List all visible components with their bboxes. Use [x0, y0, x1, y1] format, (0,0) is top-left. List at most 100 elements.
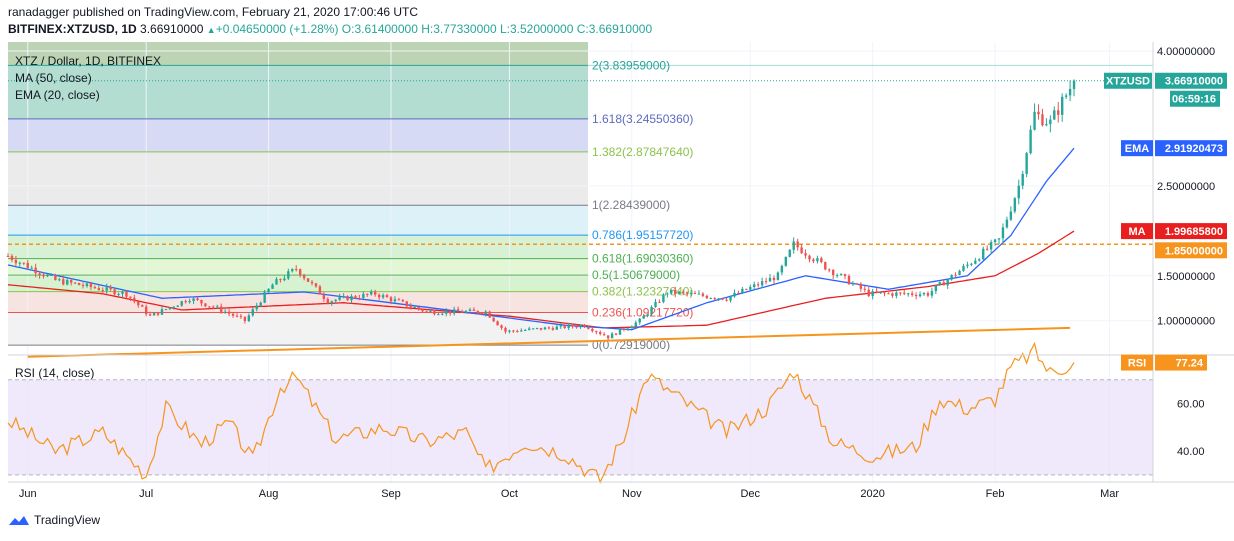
candle-body [121, 291, 124, 294]
ema-label-box [1155, 140, 1227, 157]
price-change: +0.04650000 (+1.28%) [207, 22, 339, 36]
tradingview-logo-text: TradingView [34, 513, 101, 527]
fib-level-label: 1.382(2.87847640) [592, 145, 693, 159]
candle-body [705, 295, 709, 299]
candle-body [887, 293, 890, 295]
candle-body [539, 327, 543, 330]
x-tick-label: Oct [501, 488, 518, 500]
candles [6, 79, 1076, 340]
candle-body [18, 262, 22, 264]
candle-body [14, 259, 18, 264]
candle-body [835, 275, 839, 277]
candle-body [397, 299, 401, 301]
candle-body [997, 238, 1001, 240]
candle-body [749, 287, 752, 290]
candle-body [824, 262, 827, 270]
candle-body [674, 289, 677, 294]
candle-body [985, 248, 989, 250]
candle-body [958, 270, 961, 276]
candle-body [610, 333, 614, 339]
fib-zone-fill [8, 312, 588, 346]
candle-body [843, 274, 847, 276]
candle-body [160, 309, 164, 315]
candle-body [480, 313, 483, 314]
candle-body [800, 247, 803, 254]
candle-body [970, 263, 973, 265]
candle-body [768, 277, 772, 282]
candle-body [358, 298, 361, 300]
ma-label-box [1155, 223, 1227, 240]
candle-body [753, 284, 756, 288]
axes: Jun Jul Aug Sep Oct Nov Dec 2020 Feb Mar 4.0000000… [8, 42, 1234, 500]
candle-body [330, 301, 333, 304]
candle-body [247, 315, 251, 322]
candle-body [30, 267, 33, 269]
candle-body [697, 293, 701, 295]
fib-zone-fill [8, 118, 588, 152]
candle-body [235, 315, 239, 317]
fib-zone-fill [8, 65, 588, 119]
candle-body [346, 296, 349, 301]
candle-body [137, 301, 140, 306]
candle-body [306, 278, 310, 282]
candle-body [85, 283, 89, 287]
candle-body [954, 274, 957, 276]
candle-body [314, 283, 318, 287]
candle-body [575, 326, 578, 328]
candle-body [302, 275, 306, 279]
candle-body [670, 289, 673, 294]
candle-body [125, 291, 128, 297]
candle-body [156, 312, 160, 315]
rsi-value-label-badge-text: RSI [1128, 358, 1146, 370]
high-value: H:3.77330000 [421, 22, 497, 36]
candle-body [678, 291, 681, 294]
legend-title: XTZ / Dollar, 1D, BITFINEX [15, 54, 161, 68]
candle-body [717, 298, 720, 300]
candle-body [1017, 185, 1020, 199]
candle-body [366, 293, 369, 295]
ascending-trendline [27, 326, 1071, 358]
candle-body [476, 310, 480, 313]
symbol-badge [1104, 72, 1152, 89]
candle-body [389, 297, 393, 302]
fib-level-label: 0.618(1.69030360) [592, 252, 693, 266]
candle-body [634, 322, 637, 327]
price-scale-labels: XTZUSD 3.66910000 06:59:16 2.91920473 EMA 1.9… [8, 72, 1227, 371]
candle-body [863, 288, 866, 290]
fib-level-label: 0.236(1.09217720) [592, 305, 693, 319]
x-tick-label: Jun [19, 488, 37, 500]
candle-body [527, 328, 531, 330]
rsi-band [8, 379, 1153, 475]
candle-body [520, 330, 523, 332]
candle-body [334, 299, 337, 302]
candle-body [899, 292, 902, 294]
candle-body [804, 253, 807, 256]
candle-body [701, 293, 705, 296]
candle-body [828, 269, 831, 271]
candle-body [1001, 227, 1005, 239]
candle-body [496, 321, 499, 326]
tradingview-logo[interactable]: TradingView [8, 513, 100, 527]
candle-body [164, 309, 168, 311]
close-value: C:3.66910000 [576, 22, 653, 36]
fib-level-label: 0.382(1.32327640) [592, 285, 693, 299]
fib-zone-fill [8, 258, 588, 276]
candle-body [555, 326, 559, 330]
candle-body [989, 242, 993, 250]
candle-body [255, 305, 258, 310]
candle-body [373, 291, 377, 295]
candle-body [914, 294, 918, 297]
candle-body [891, 293, 894, 296]
candle-body [50, 275, 53, 277]
candle-body [433, 310, 436, 315]
x-tick-label: Feb [986, 488, 1005, 500]
candle-body [141, 305, 144, 307]
candle-body [1005, 219, 1009, 228]
candle-body [413, 307, 416, 309]
y-tick-label: 1.50000000 [1157, 271, 1215, 283]
candle-body [760, 281, 764, 286]
candle-body [867, 289, 870, 297]
candle-body [942, 282, 945, 286]
candle-body [516, 331, 519, 333]
